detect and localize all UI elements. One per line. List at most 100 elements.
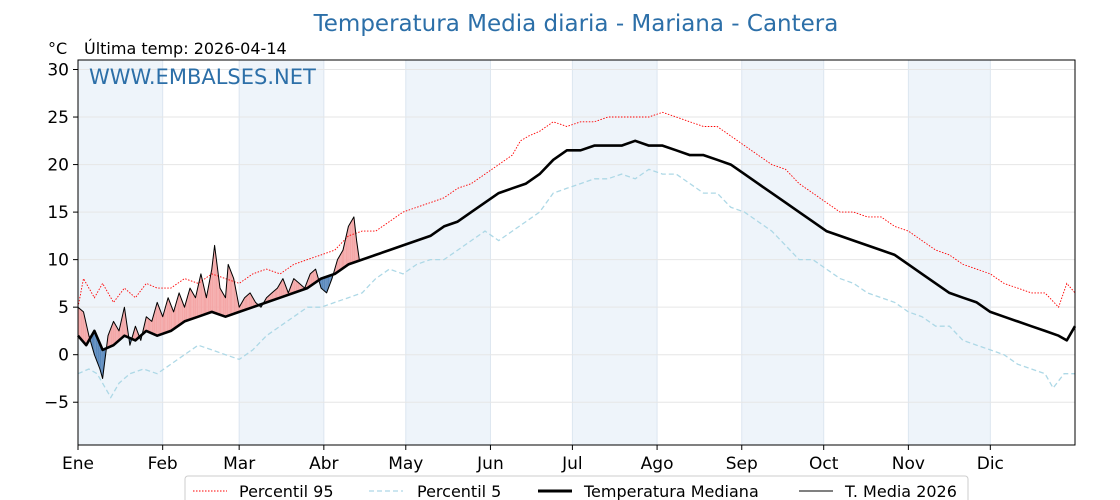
warm-anomaly-fill xyxy=(278,283,281,299)
warm-anomaly-fill xyxy=(83,311,85,344)
warm-anomaly-fill xyxy=(177,292,180,327)
warm-anomaly-fill xyxy=(246,295,248,310)
warm-anomaly-fill xyxy=(170,304,173,331)
warm-anomaly-fill xyxy=(312,270,315,285)
warm-anomaly-fill xyxy=(155,302,158,336)
cold-anomaly-fill xyxy=(326,276,328,293)
cold-anomaly-fill xyxy=(323,277,326,292)
warm-anomaly-fill xyxy=(166,297,169,333)
cold-anomaly-fill xyxy=(325,276,327,293)
warm-anomaly-fill xyxy=(251,295,253,308)
warm-anomaly-fill xyxy=(214,245,216,314)
warm-anomaly-fill xyxy=(196,285,199,318)
warm-anomaly-fill xyxy=(191,290,193,319)
warm-anomaly-fill xyxy=(80,309,83,341)
warm-anomaly-fill xyxy=(244,296,246,310)
warm-anomaly-fill xyxy=(181,300,184,324)
cold-anomaly-fill xyxy=(321,278,323,290)
cold-anomaly-fill xyxy=(101,346,103,379)
warm-anomaly-fill xyxy=(277,285,279,299)
y-tick-label: 30 xyxy=(47,61,69,81)
warm-anomaly-fill xyxy=(310,272,312,287)
warm-anomaly-fill xyxy=(187,292,189,321)
x-tick-label: May xyxy=(388,454,423,474)
x-tick-label: Jul xyxy=(561,454,583,474)
series-p95-line xyxy=(77,111,1076,309)
warm-anomaly-fill xyxy=(114,323,117,344)
y-tick-label: 15 xyxy=(47,203,69,223)
warm-anomaly-fill xyxy=(340,252,342,271)
warm-anomaly-fill xyxy=(314,269,316,284)
series-lines xyxy=(77,111,1077,399)
warm-anomaly-fill xyxy=(285,285,287,296)
warm-anomaly-fill xyxy=(147,317,149,333)
warm-anomaly-fill xyxy=(150,320,152,334)
warm-anomaly-fill xyxy=(185,297,188,321)
warm-anomaly-fill xyxy=(162,311,164,334)
warm-anomaly-fill xyxy=(84,317,87,346)
chart-title: Temperatura Media diaria - Mariana - Can… xyxy=(313,11,839,37)
warm-anomaly-fill xyxy=(176,297,178,328)
warm-anomaly-fill xyxy=(344,238,346,268)
warm-anomaly-fill xyxy=(79,308,81,339)
warm-anomaly-fill xyxy=(231,271,233,315)
warm-anomaly-fill xyxy=(297,282,300,292)
warm-anomaly-fill xyxy=(352,216,354,263)
warm-anomaly-fill xyxy=(164,307,166,334)
x-tick-label: Feb xyxy=(148,454,178,474)
watermark: WWW.EMBALSES.NET xyxy=(89,65,316,89)
warm-anomaly-fill xyxy=(210,269,212,313)
warm-anomaly-fill xyxy=(273,290,275,300)
warm-anomaly-fill xyxy=(211,257,214,313)
legend-p95-label: Percentil 95 xyxy=(239,482,334,500)
warm-anomaly-fill xyxy=(247,294,249,310)
warm-anomaly-fill xyxy=(188,288,190,320)
warm-anomaly-fill xyxy=(202,279,204,316)
warm-anomaly-fill xyxy=(154,307,156,336)
month-band xyxy=(908,60,991,445)
warm-anomaly-fill xyxy=(161,313,163,335)
warm-anomaly-fill xyxy=(280,281,282,298)
warm-anomaly-fill xyxy=(250,292,252,309)
warm-anomaly-fill xyxy=(198,279,200,317)
month-band xyxy=(78,60,163,445)
cold-anomaly-fill xyxy=(329,275,331,286)
warm-anomaly-fill xyxy=(113,321,115,346)
warm-anomaly-fill xyxy=(192,292,195,319)
warm-anomaly-fill xyxy=(281,278,283,298)
warm-anomaly-fill xyxy=(243,297,245,311)
warm-anomaly-fill xyxy=(296,281,298,292)
series-median-line xyxy=(77,139,1077,352)
x-tick-label: Abr xyxy=(309,454,338,474)
warm-anomaly-fill xyxy=(229,267,231,316)
grid-lines xyxy=(77,60,1075,445)
y-tick-label: 20 xyxy=(47,156,69,176)
warm-anomaly-fill xyxy=(338,254,341,271)
warm-anomaly-fill xyxy=(221,290,223,316)
warm-anomaly-fill xyxy=(123,307,125,337)
warm-anomaly-fill xyxy=(274,289,276,300)
warm-anomaly-fill xyxy=(248,292,251,309)
warm-anomaly-fill xyxy=(349,221,352,264)
warm-anomaly-fill xyxy=(337,257,339,272)
legend: Percentil 95 Percentil 5 Temperatura Med… xyxy=(184,475,969,500)
month-band xyxy=(405,60,491,445)
x-tick-label: Ene xyxy=(62,454,94,474)
warm-anomaly-fill xyxy=(116,326,118,343)
warm-anomaly-fill xyxy=(222,292,225,317)
warm-anomaly-fill xyxy=(269,294,271,302)
month-bands xyxy=(78,60,991,445)
warm-anomaly-fill xyxy=(200,273,203,316)
x-tick-label: Mar xyxy=(223,454,255,474)
legend-box xyxy=(184,475,969,500)
warm-anomaly-fill xyxy=(153,311,155,335)
cold-anomaly-fill xyxy=(102,349,104,379)
y-tick-label: 25 xyxy=(47,108,69,128)
warm-anomaly-fill xyxy=(233,278,236,314)
warm-anomaly-fill xyxy=(144,316,147,333)
warm-anomaly-fill xyxy=(348,224,350,265)
legend-current-label: T. Media 2026 xyxy=(844,482,957,500)
warm-anomaly-fill xyxy=(109,328,111,347)
month-band xyxy=(239,60,324,445)
warm-anomaly-fill xyxy=(351,219,353,264)
